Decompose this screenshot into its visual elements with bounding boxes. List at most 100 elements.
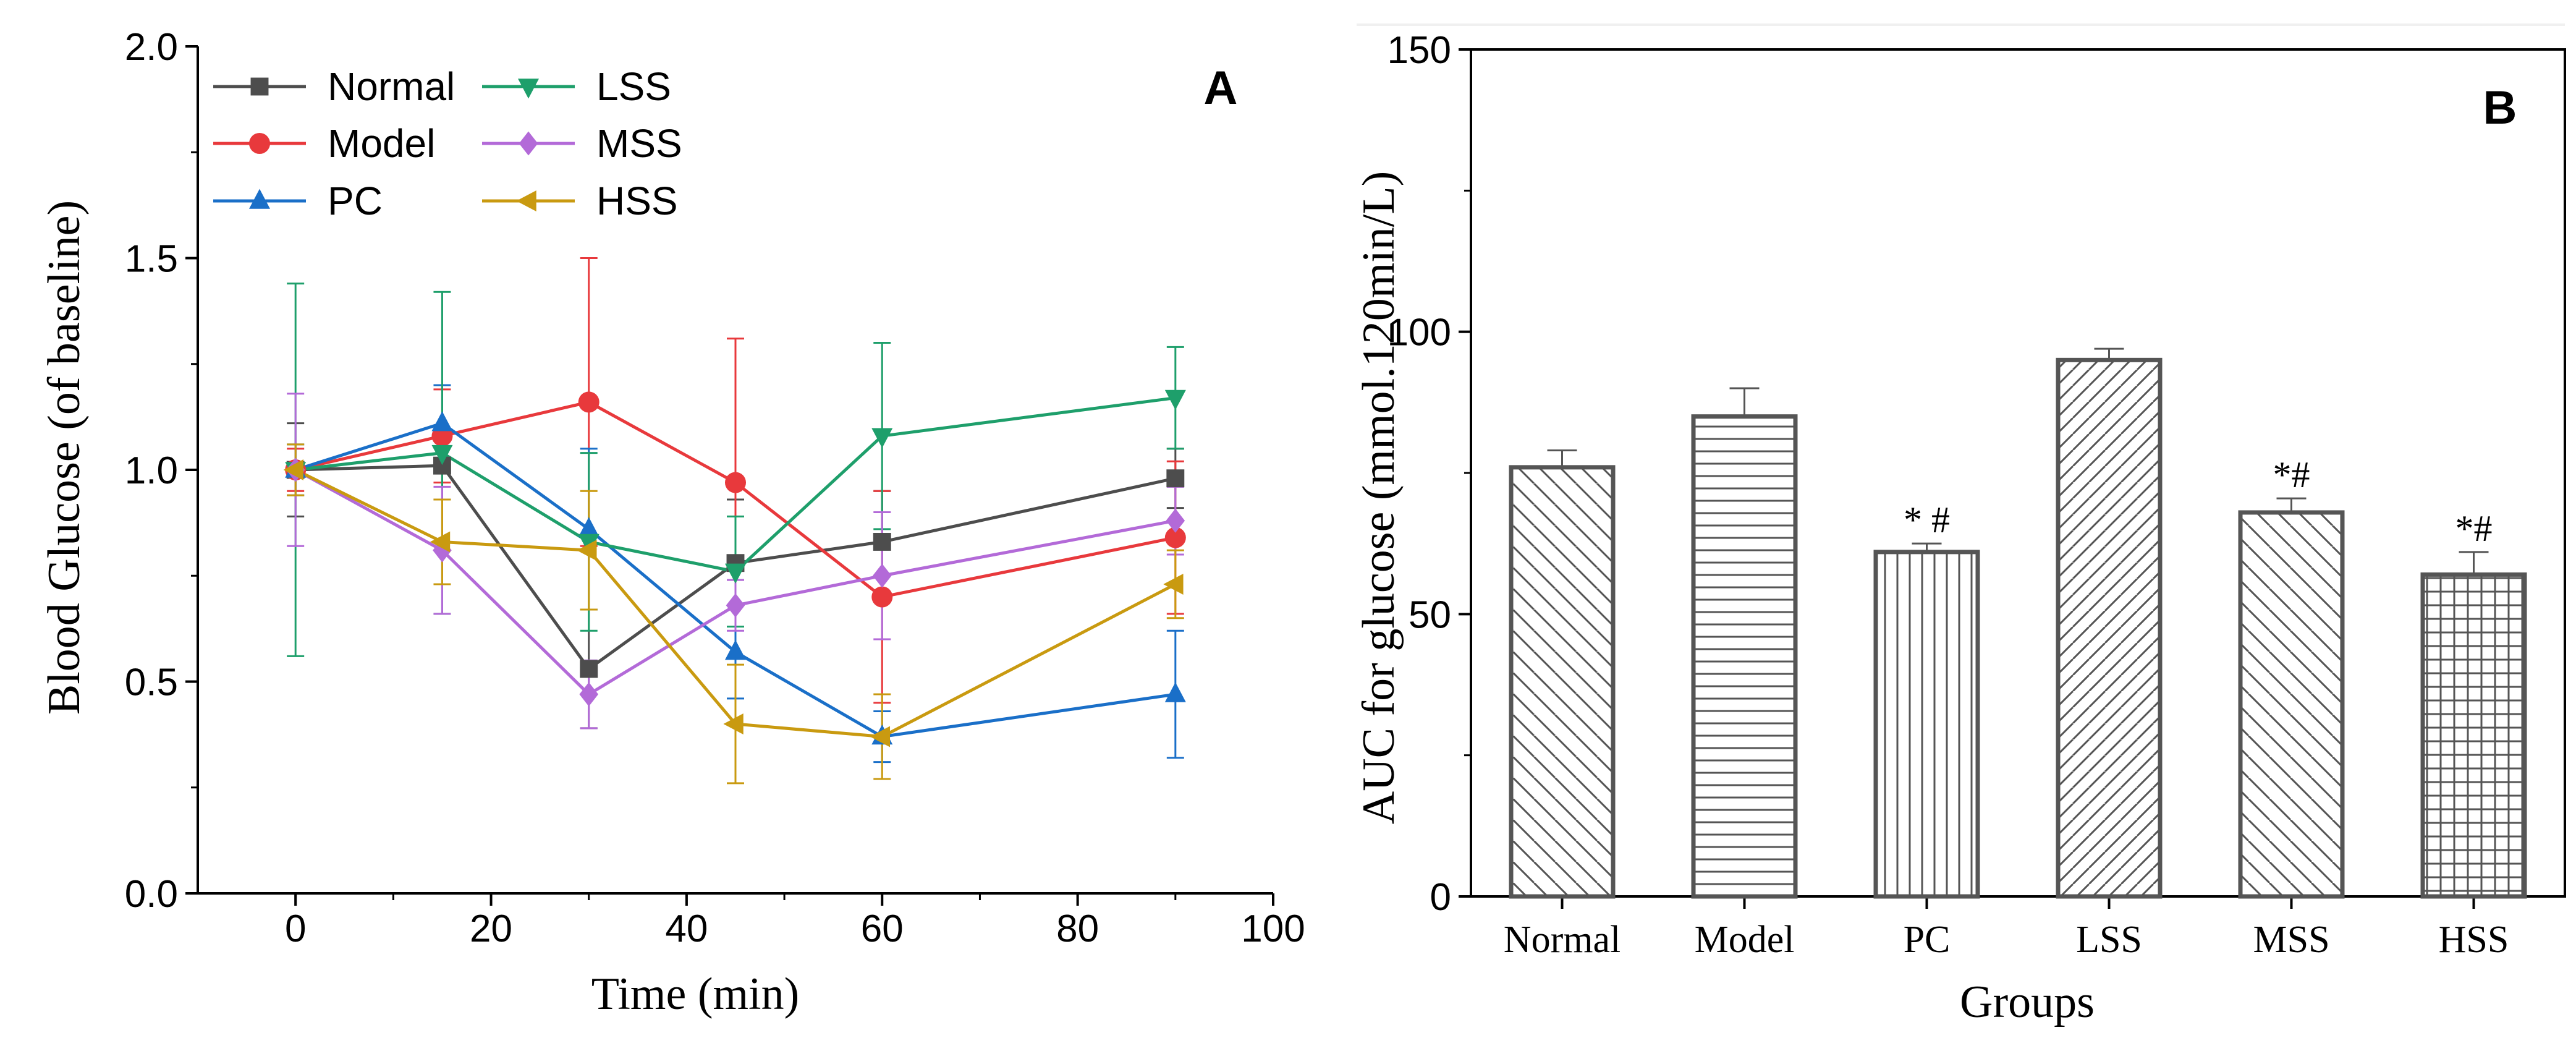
significance-mss: *# xyxy=(2273,454,2310,495)
panel-a-legend: Normal Model PC LSS MSS HSS xyxy=(213,64,682,223)
data-point-lss xyxy=(431,445,453,466)
data-point-lss xyxy=(871,428,893,448)
error-bar-pc xyxy=(1912,542,1942,552)
panel-b-y-axis-title: AUC for glucose (mmol.120min/L) xyxy=(1354,171,1404,824)
panel-a-y-tick-label: 0.5 xyxy=(125,662,178,704)
data-point-lss xyxy=(725,563,746,584)
panel-b-error-bars xyxy=(1547,347,2489,575)
data-point-model xyxy=(578,391,600,413)
panel-a-markers xyxy=(283,389,1186,747)
series-line-mss xyxy=(294,468,1176,697)
error-bar-hss xyxy=(2459,551,2489,575)
panel-a-ticks: 0 20 40 60 80 100 0.0 0.5 1.0 1.5 2.0 xyxy=(125,26,1305,950)
legend-item-mss: MSS xyxy=(482,121,682,166)
panel-a-y-tick-label: 2.0 xyxy=(125,26,178,69)
panel-b-axes xyxy=(1470,48,2566,898)
series-line-lss xyxy=(295,396,1176,574)
panel-b-y-tick-label: 0 xyxy=(1430,876,1451,919)
data-point-pc xyxy=(578,517,600,537)
legend-item-lss: LSS xyxy=(482,64,671,109)
panel-a-y-tick-label: 0.0 xyxy=(125,873,178,916)
error-bar-model xyxy=(1729,387,1760,417)
error-bar-mss xyxy=(2276,497,2307,513)
panel-a-x-tick-label: 80 xyxy=(1056,908,1099,950)
data-point-model xyxy=(725,472,746,493)
data-point-hss xyxy=(870,726,891,747)
legend-marker-hss xyxy=(516,190,536,211)
legend-marker-mss xyxy=(519,131,538,156)
bar-mss xyxy=(2238,510,2345,899)
panel-a-x-tick-label: 60 xyxy=(861,908,904,950)
legend-item-model: Model xyxy=(213,121,435,166)
significance-hss: *# xyxy=(2455,508,2493,549)
bar-pc xyxy=(1873,550,1980,899)
legend-label-hss: HSS xyxy=(596,179,678,223)
panel-b-y-tick-label: 150 xyxy=(1388,29,1451,72)
panel-a-x-tick-label: 100 xyxy=(1241,908,1305,950)
panel-b-x-tick-label-model: Model xyxy=(1695,919,1795,961)
panel-b-bars xyxy=(1509,357,2527,899)
legend-label-lss: LSS xyxy=(596,64,671,109)
panel-b-x-tick-label-hss: HSS xyxy=(2439,919,2509,961)
bar-hss xyxy=(2420,572,2527,899)
panel-b-x-axis-title: Groups xyxy=(1960,977,2095,1028)
panel-a-error-bars xyxy=(287,257,1184,785)
data-point-hss xyxy=(1163,573,1184,595)
data-point-hss xyxy=(430,531,451,553)
panel-b-x-tick-label-pc: PC xyxy=(1904,919,1951,961)
bar-lss xyxy=(2056,357,2163,899)
data-point-normal xyxy=(580,660,598,678)
data-point-hss xyxy=(577,540,597,561)
panel-b-x-tick-label-lss: LSS xyxy=(2076,919,2142,961)
data-point-normal xyxy=(1166,469,1185,488)
panel-a-series-lines xyxy=(294,396,1176,739)
error-bar-normal xyxy=(1547,449,1577,467)
data-point-mss xyxy=(726,593,745,618)
panel-b-plot-frame xyxy=(1470,48,2566,898)
data-point-model xyxy=(871,586,893,608)
series-line-normal xyxy=(295,464,1176,671)
data-point-mss xyxy=(1166,508,1185,533)
panel-b-y-tick-label: 50 xyxy=(1409,594,1451,636)
panel-a-y-tick-label: 1.5 xyxy=(125,238,178,281)
data-point-mss xyxy=(872,563,892,588)
legend-item-pc: PC xyxy=(213,179,383,223)
panel-a-x-tick-label: 20 xyxy=(470,908,512,950)
series-line-model xyxy=(295,400,1176,599)
panel-a-x-tick-label: 40 xyxy=(665,908,708,950)
legend-marker-normal xyxy=(250,77,269,96)
data-point-mss xyxy=(579,682,599,707)
legend-item-normal: Normal xyxy=(213,64,455,109)
legend-label-normal: Normal xyxy=(328,64,455,109)
data-point-hss xyxy=(723,713,744,734)
error-bar-lss xyxy=(2094,347,2124,360)
panel-b-x-tick-label-normal: Normal xyxy=(1504,919,1621,961)
data-point-pc xyxy=(725,640,746,660)
data-point-normal xyxy=(873,533,891,551)
data-point-lss xyxy=(1164,389,1186,411)
legend-label-model: Model xyxy=(328,121,435,166)
legend-label-pc: PC xyxy=(328,179,383,223)
panel-b-label: B xyxy=(2483,82,2517,134)
panel-a-y-axis-title: Blood Glucose (of baseline) xyxy=(39,200,90,715)
panel-b-significance-marks: * # *# *# xyxy=(1904,454,2493,549)
panel-a-x-axis-title: Time (min) xyxy=(591,969,799,1019)
data-point-pc xyxy=(431,411,453,432)
bar-normal xyxy=(1509,465,1616,899)
legend-item-hss: HSS xyxy=(482,179,678,223)
panel-b-x-tick-label-mss: MSS xyxy=(2253,919,2329,961)
significance-pc: * # xyxy=(1904,500,1950,540)
panel-a-label: A xyxy=(1204,62,1238,114)
data-point-model xyxy=(1164,527,1186,548)
series-line-pc xyxy=(295,421,1176,739)
series-line-hss xyxy=(295,468,1176,739)
panel-b-y-tick-label: 100 xyxy=(1388,312,1451,354)
bar-model xyxy=(1691,414,1798,899)
data-point-lss xyxy=(578,534,600,554)
data-point-pc xyxy=(1164,682,1186,702)
legend-marker-pc xyxy=(249,189,270,209)
panel-a-x-tick-label: 0 xyxy=(285,908,306,950)
panel-a-y-tick-label: 1.0 xyxy=(125,449,178,492)
legend-marker-model xyxy=(249,133,270,154)
data-point-hss xyxy=(283,459,303,480)
